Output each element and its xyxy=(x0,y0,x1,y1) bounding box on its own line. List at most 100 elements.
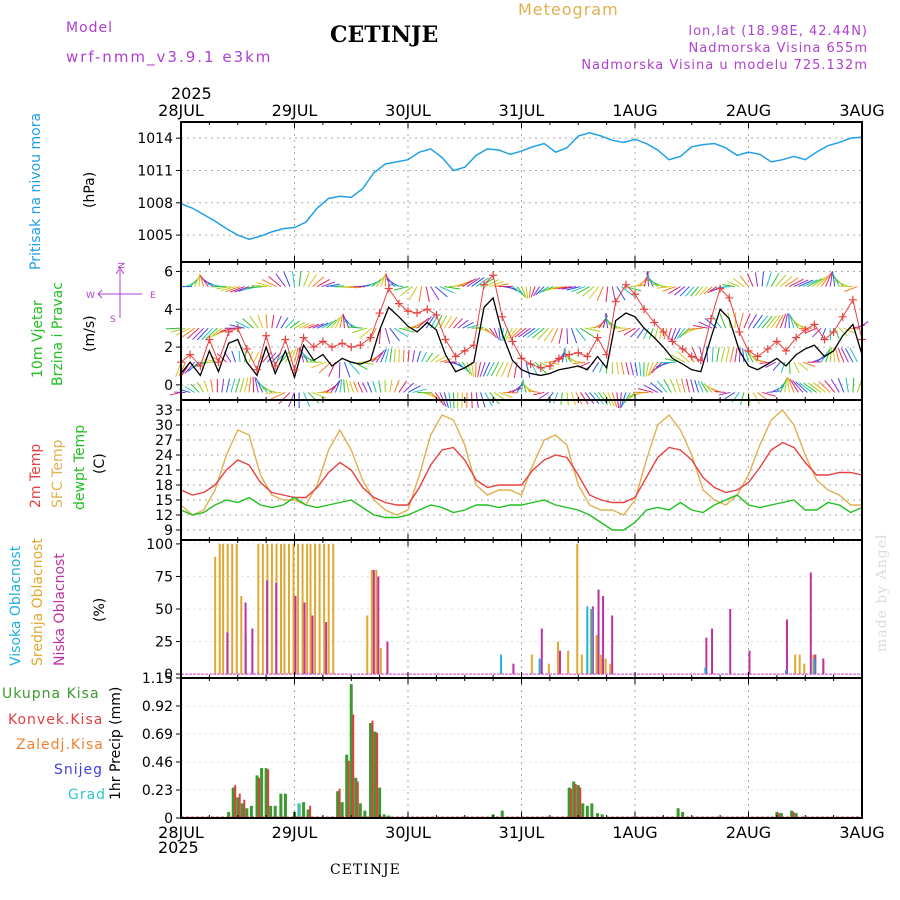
precip-bar-total_precip xyxy=(231,787,235,818)
gust-marker xyxy=(565,350,574,359)
precip-bar-conv_precip xyxy=(376,732,379,818)
wind-arrow xyxy=(493,327,499,340)
precip-bar-conv_precip xyxy=(338,788,341,818)
elevation: Nadmorska Visina 655m xyxy=(688,41,868,56)
wind-arrow xyxy=(311,361,327,369)
wind-arrow xyxy=(738,347,741,363)
wind-arrow xyxy=(637,387,654,393)
wind-arrow xyxy=(234,286,250,293)
wind-arrow xyxy=(770,385,785,393)
wind-arrow xyxy=(339,379,343,393)
precip-bar-total_precip xyxy=(249,805,253,818)
precip-bar-total_precip xyxy=(269,805,273,818)
wind-arrow xyxy=(791,319,804,329)
ytick-label: 9 xyxy=(164,523,173,539)
wind-arrow xyxy=(203,380,209,393)
wind-arrow xyxy=(462,321,474,329)
wind-arrow xyxy=(718,391,731,396)
wind-arrow xyxy=(694,379,700,393)
wind-arrow xyxy=(407,349,410,363)
wind-arrow xyxy=(803,382,817,393)
wind-arrow xyxy=(788,313,790,329)
wind-arrow xyxy=(408,286,418,300)
wind-arrow xyxy=(788,362,791,374)
wind-arrow xyxy=(197,327,209,341)
wind-arrow xyxy=(743,313,751,329)
wind-arrow xyxy=(820,327,827,340)
year-top: 2025 xyxy=(171,84,212,103)
wind-arrow xyxy=(593,392,604,405)
wind-arrow xyxy=(256,282,272,288)
model-elevation: Nadmorska Visina u modelu 725.132m xyxy=(581,58,868,73)
precip-bar-total_precip xyxy=(279,793,283,818)
gust-marker xyxy=(602,350,611,359)
wind-arrow xyxy=(507,327,518,340)
wind-arrow xyxy=(790,316,799,329)
wind-arrow xyxy=(849,347,858,363)
wind-arrow xyxy=(792,380,804,393)
wind-arrow xyxy=(674,286,686,296)
wind-arrow xyxy=(538,286,550,294)
wind-arrow xyxy=(307,323,320,329)
precip-bar-conv_precip xyxy=(574,783,577,818)
wind-arrow xyxy=(535,286,545,296)
wind-arrow xyxy=(229,286,245,293)
precip-bar-conv_precip xyxy=(258,777,261,818)
wind-arrow xyxy=(394,327,409,338)
wind-arrow xyxy=(362,382,368,393)
wind-arrow xyxy=(300,351,313,363)
gust-marker xyxy=(327,343,336,352)
xdate-top: 31JUL xyxy=(499,101,545,120)
wind-arrow xyxy=(829,347,832,363)
wind-arrow xyxy=(425,352,434,363)
wind-arrow xyxy=(489,327,497,339)
wind-arrow xyxy=(652,283,667,288)
wind-arrow xyxy=(706,346,709,363)
wind-arrow xyxy=(372,381,377,393)
wind-arrow xyxy=(724,392,736,400)
ytick-label: 6 xyxy=(164,264,173,280)
wind-arrow xyxy=(630,327,640,338)
wind-arrow xyxy=(416,350,421,363)
wind-arrow xyxy=(620,362,625,375)
precip-bar-total_precip xyxy=(336,791,340,818)
wind-arrow xyxy=(284,349,294,363)
wind-arrow xyxy=(220,286,236,292)
precip-bar-total_precip xyxy=(260,768,264,818)
wind-arrow xyxy=(844,286,858,292)
wind-arrow xyxy=(291,271,295,287)
wind-arrow xyxy=(793,279,809,288)
precip-bar-hail xyxy=(298,803,301,818)
wind-arrow xyxy=(566,328,569,345)
xdate-bottom: 31JUL xyxy=(499,823,545,842)
ytick-label: 15 xyxy=(155,493,173,509)
gust-marker xyxy=(753,352,762,361)
precip-bar-total_precip xyxy=(794,813,798,818)
wind-arrow xyxy=(209,327,223,339)
wind-arrow xyxy=(757,315,768,329)
gust-marker xyxy=(347,343,356,352)
wind-arrow xyxy=(596,286,604,302)
wind-arrow xyxy=(498,328,501,341)
precip-bar-total_precip xyxy=(581,803,585,818)
ytick-label: 1.15 xyxy=(142,671,173,687)
wind-arrow xyxy=(334,315,342,329)
wind-arrow xyxy=(189,277,199,287)
xdate-top: 30JUL xyxy=(385,101,431,120)
wind-arrow xyxy=(793,361,800,374)
wind-arrow xyxy=(434,355,446,363)
gust-marker xyxy=(186,350,195,359)
gust-marker xyxy=(517,354,526,363)
gust-marker xyxy=(460,346,469,355)
wind-arrow xyxy=(434,286,448,298)
wind-arrow xyxy=(802,361,816,367)
wind-arrow xyxy=(345,380,350,393)
year-bottom: 2025 xyxy=(158,838,199,857)
wind-arrow xyxy=(560,392,563,405)
gust-marker xyxy=(318,337,327,346)
wind-arrow xyxy=(752,314,763,329)
wind-arrow xyxy=(645,272,654,287)
wind-arrow xyxy=(192,327,205,340)
wind-arrow xyxy=(584,327,601,333)
